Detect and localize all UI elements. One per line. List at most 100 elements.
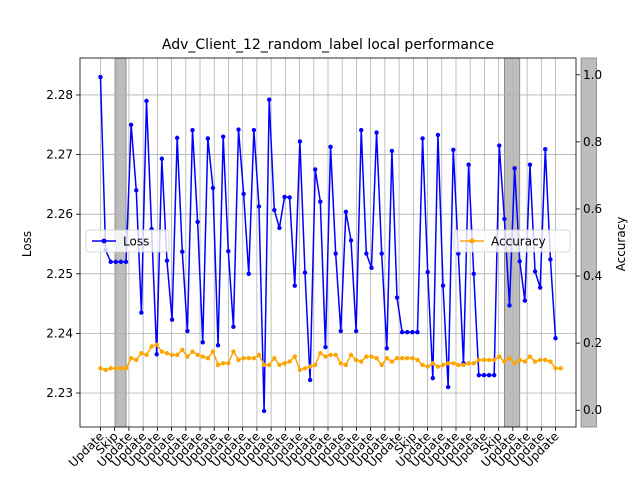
series-point-loss [128,122,134,127]
series-point-loss [527,162,533,167]
series-point-loss [338,328,343,334]
series-point-accuracy [215,362,221,368]
series-point-loss [430,375,436,381]
series-point-accuracy [302,366,308,371]
legend-label-accuracy: Accuracy [491,235,546,249]
series-point-loss [435,132,441,138]
series-point-loss [532,269,538,274]
series-point-loss [548,257,553,262]
series-point-accuracy [430,361,436,366]
series-point-loss [369,265,374,271]
series-point-accuracy [149,344,154,349]
series-point-loss [389,148,395,154]
y-axis-left-label: Loss [20,231,34,257]
series-point-loss [415,330,420,335]
series-point-loss [425,269,430,275]
series-point-accuracy [476,357,482,363]
series-point-loss [497,143,502,148]
legend-marker-accuracy [469,238,475,244]
y-right-tick-label: 0.8 [583,135,602,149]
series-point-loss [118,259,124,265]
series-point-accuracy [405,356,410,361]
y-left-tick-label: 2.23 [46,386,73,400]
series-point-loss [476,372,482,378]
series-point-accuracy [374,356,379,361]
y-left-tick-label: 2.26 [46,207,73,221]
series-point-loss [236,127,241,132]
series-point-accuracy [287,359,292,364]
series-point-accuracy [364,354,369,359]
series-point-loss [292,283,297,288]
series-point-accuracy [108,366,113,371]
series-point-loss [353,328,359,334]
series-point-accuracy [558,366,563,371]
series-point-loss [543,147,548,152]
series-point-loss [164,258,170,263]
series-point-accuracy [292,354,297,359]
series-point-accuracy [491,357,497,363]
series-point-accuracy [522,359,528,364]
series-point-accuracy [261,362,267,368]
series-point-accuracy [512,361,517,366]
series-point-accuracy [359,359,364,364]
series-point-loss [190,127,195,133]
series-point-loss [307,377,313,383]
series-point-loss [537,285,543,290]
series-point-loss [256,204,262,209]
series-point-accuracy [180,347,185,353]
series-point-loss [241,191,246,197]
series-point-loss [379,251,384,256]
series-point-accuracy [159,349,165,354]
series-point-loss [348,238,354,243]
series-point-accuracy [174,352,180,358]
series-point-accuracy [128,356,134,361]
series-point-accuracy [543,357,548,363]
series-point-loss [394,295,400,300]
series-point-accuracy [548,359,553,364]
legend-marker-loss [101,238,107,244]
series-point-loss [251,127,257,133]
series-point-loss [471,271,476,276]
series-point-loss [205,136,211,141]
series-point-accuracy [502,359,507,364]
series-point-accuracy [389,359,395,364]
series-point-loss [200,340,205,345]
series-point-accuracy [384,356,389,361]
series-point-loss [302,270,308,275]
series-point-accuracy [98,366,103,371]
series-point-accuracy [338,361,343,366]
series-point-loss [154,352,159,357]
series-point-accuracy [415,357,420,363]
series-point-loss [277,225,282,231]
series-point-loss [374,130,379,135]
series-point-loss [451,147,456,153]
series-point-loss [491,372,497,378]
series-point-accuracy [451,361,456,366]
series-point-accuracy [348,352,354,358]
series-point-loss [522,298,528,303]
series-point-loss [328,144,333,150]
series-point-accuracy [164,351,170,356]
series-point-accuracy [210,349,216,354]
series-point-loss [410,330,415,335]
series-point-accuracy [333,352,338,358]
series-point-loss [113,259,119,265]
series-point-loss [169,317,175,322]
series-point-accuracy [353,357,359,363]
series-point-accuracy [185,354,190,359]
series-point-loss [220,134,226,139]
series-point-loss [210,185,216,191]
series-point-accuracy [532,359,538,364]
series-point-loss [502,216,507,222]
series-point-loss [445,384,451,390]
series-point-accuracy [200,354,205,359]
y-right-tick-label: 1.0 [583,68,602,82]
series-point-accuracy [251,356,257,361]
series-point-accuracy [527,354,533,359]
series-point-loss [364,251,369,256]
series-point-loss [144,98,149,104]
series-point-accuracy [241,356,246,361]
series-point-accuracy [425,364,430,369]
